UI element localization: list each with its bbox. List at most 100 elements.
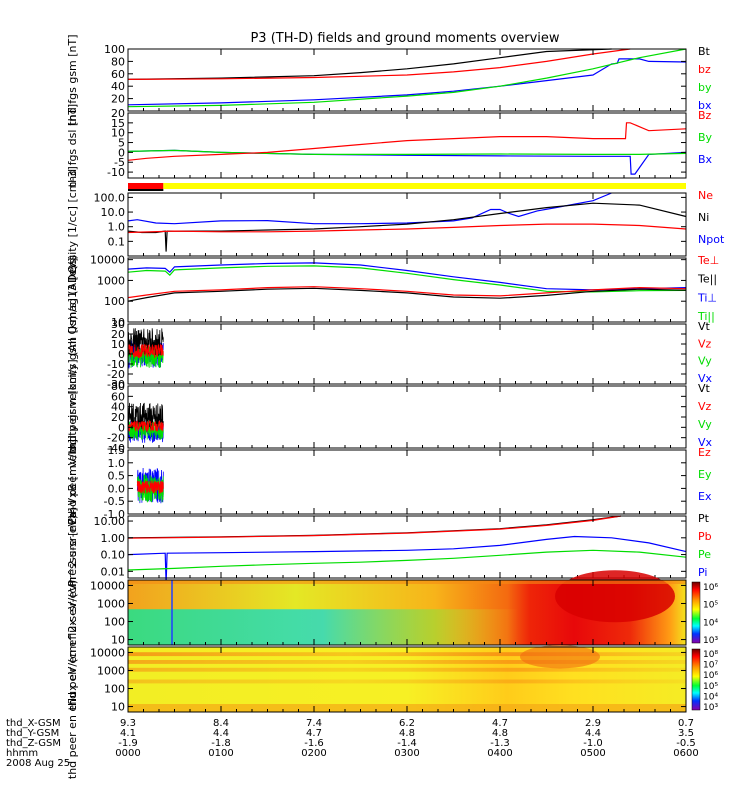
status-bar <box>163 183 687 189</box>
y-tick-label: 1.0 <box>108 221 126 234</box>
spectrogram-elec-band <box>128 679 686 684</box>
legend-entry: Ne <box>698 189 713 202</box>
footer-value: 0100 <box>208 748 233 759</box>
legend-entry: Vx <box>698 372 713 385</box>
legend-entry: Ex <box>698 490 712 503</box>
legend-entry: Te|| <box>697 273 717 286</box>
spectrogram-elec-band <box>128 652 686 657</box>
legend-entry: Bz <box>698 109 712 122</box>
footer-value: -1.6 <box>304 738 324 749</box>
panel-frame <box>127 48 687 112</box>
legend-entry: Pi <box>698 566 707 579</box>
colorbar-label: 10⁸ <box>703 650 718 660</box>
y-tick-label: 10 <box>111 127 125 140</box>
panel-frame <box>127 323 687 385</box>
colorbar <box>691 648 701 711</box>
y-tick-label: 40 <box>111 80 125 93</box>
y-axis-label: thd fgs dsl [nT] <box>66 104 79 187</box>
footer-row-label: thd_Z-GSM <box>6 738 61 749</box>
footer-value: -1.0 <box>583 738 603 749</box>
panel-frame <box>127 449 687 515</box>
colorbar-label: 10³ <box>703 703 718 713</box>
footer-value: -1.8 <box>211 738 231 749</box>
series-line <box>127 287 687 302</box>
panel-3: 100.0 10.0 1.00.1 Density [1/cc] [cm-3] Ne Ni… <box>66 166 725 283</box>
panel-8: 10.00 1.00 0.10 0.01 Pressure [nPa] Pt Pb Pe Pi <box>66 508 712 587</box>
colorbar-label: 10⁴ <box>703 692 718 702</box>
colorbar-label: 10³ <box>703 636 718 646</box>
y-tick-label: 1.0 <box>108 457 126 470</box>
y-tick-label: 0 <box>118 348 125 361</box>
y-tick-label: -40 <box>107 442 125 455</box>
footer-value: 6.2 <box>399 718 415 729</box>
y-tick-label: 10000 <box>90 254 125 267</box>
y-tick-label: 100.0 <box>94 191 126 204</box>
y-tick-label: 0.5 <box>108 470 126 483</box>
y-tick-label: -0.5 <box>104 495 125 508</box>
y-tick-label: 1000 <box>97 597 125 610</box>
legend-entry: Ti|| <box>697 310 715 323</box>
y-tick-label: 0.01 <box>101 565 126 578</box>
y-tick-label: 1.00 <box>101 532 126 545</box>
y-tick-label: 10 <box>111 338 125 351</box>
page-title: P3 (TH-D) fields and ground moments over… <box>250 31 559 46</box>
legend-entry: by <box>698 81 712 94</box>
y-tick-label: 80 <box>111 55 125 68</box>
y-tick-label: -20 <box>107 368 125 381</box>
legend-entry: Vy <box>698 355 712 368</box>
status-bars <box>128 183 687 191</box>
footer-value: 4.8 <box>492 728 508 739</box>
y-tick-label: 10.0 <box>101 206 126 219</box>
y-tick-label: 0.10 <box>101 549 126 562</box>
y-tick-label: -10 <box>107 166 125 179</box>
legend-entry: Ez <box>698 446 711 459</box>
y-tick-label: 10.00 <box>94 515 126 528</box>
panel-frame <box>127 515 687 579</box>
y-tick-label: 1000 <box>97 664 125 677</box>
colorbar-label: 10⁵ <box>703 601 718 611</box>
footer-value: 4.4 <box>213 728 229 739</box>
colorbar <box>691 581 701 644</box>
series-line <box>127 48 612 80</box>
series-noise <box>127 343 164 359</box>
y-tick-label: 20 <box>111 411 125 424</box>
y-tick-label: 60 <box>111 390 125 403</box>
y-tick-label: 1000 <box>97 274 125 287</box>
series-line <box>127 48 687 108</box>
legend-entry: Vz <box>698 337 712 350</box>
series-line <box>127 262 687 291</box>
footer-value: 2.9 <box>585 718 601 729</box>
y-tick-label: 80 <box>111 380 125 393</box>
y-tick-label: 1.5 <box>108 444 126 457</box>
footer-value: 0400 <box>487 748 512 759</box>
legend-entry: Npot <box>698 233 725 246</box>
y-tick-label: 30 <box>111 318 125 331</box>
legend-entry: Vx <box>698 436 713 449</box>
legend-entry: By <box>698 131 713 144</box>
footer-value: 3.5 <box>678 728 694 739</box>
footer-value: 7.4 <box>306 718 322 729</box>
series-line <box>127 48 631 80</box>
footer-value: -1.4 <box>397 738 417 749</box>
y-tick-label: 0 <box>118 421 125 434</box>
legend-entry: Pe <box>698 548 711 561</box>
y-tick-label: 0 <box>118 146 125 159</box>
footer-value: 9.3 <box>120 718 136 729</box>
y-tick-label: 20 <box>111 93 125 106</box>
colorbar-label: 10⁶ <box>703 671 718 681</box>
footer-value: -1.9 <box>118 738 138 749</box>
series-noise <box>136 480 164 494</box>
panel-4: 10000 1000 100 10 mag13 [eV] Te⊥ Te|| Ti⊥ Ti|| <box>66 254 719 329</box>
legend-entry: bx <box>698 99 712 112</box>
footer-value: 0500 <box>580 748 605 759</box>
series-noise <box>127 419 164 433</box>
y-tick-label: 100 <box>104 295 125 308</box>
series-line <box>127 515 621 539</box>
footer-value: 4.7 <box>492 718 508 729</box>
footer-value: 4.7 <box>306 728 322 739</box>
